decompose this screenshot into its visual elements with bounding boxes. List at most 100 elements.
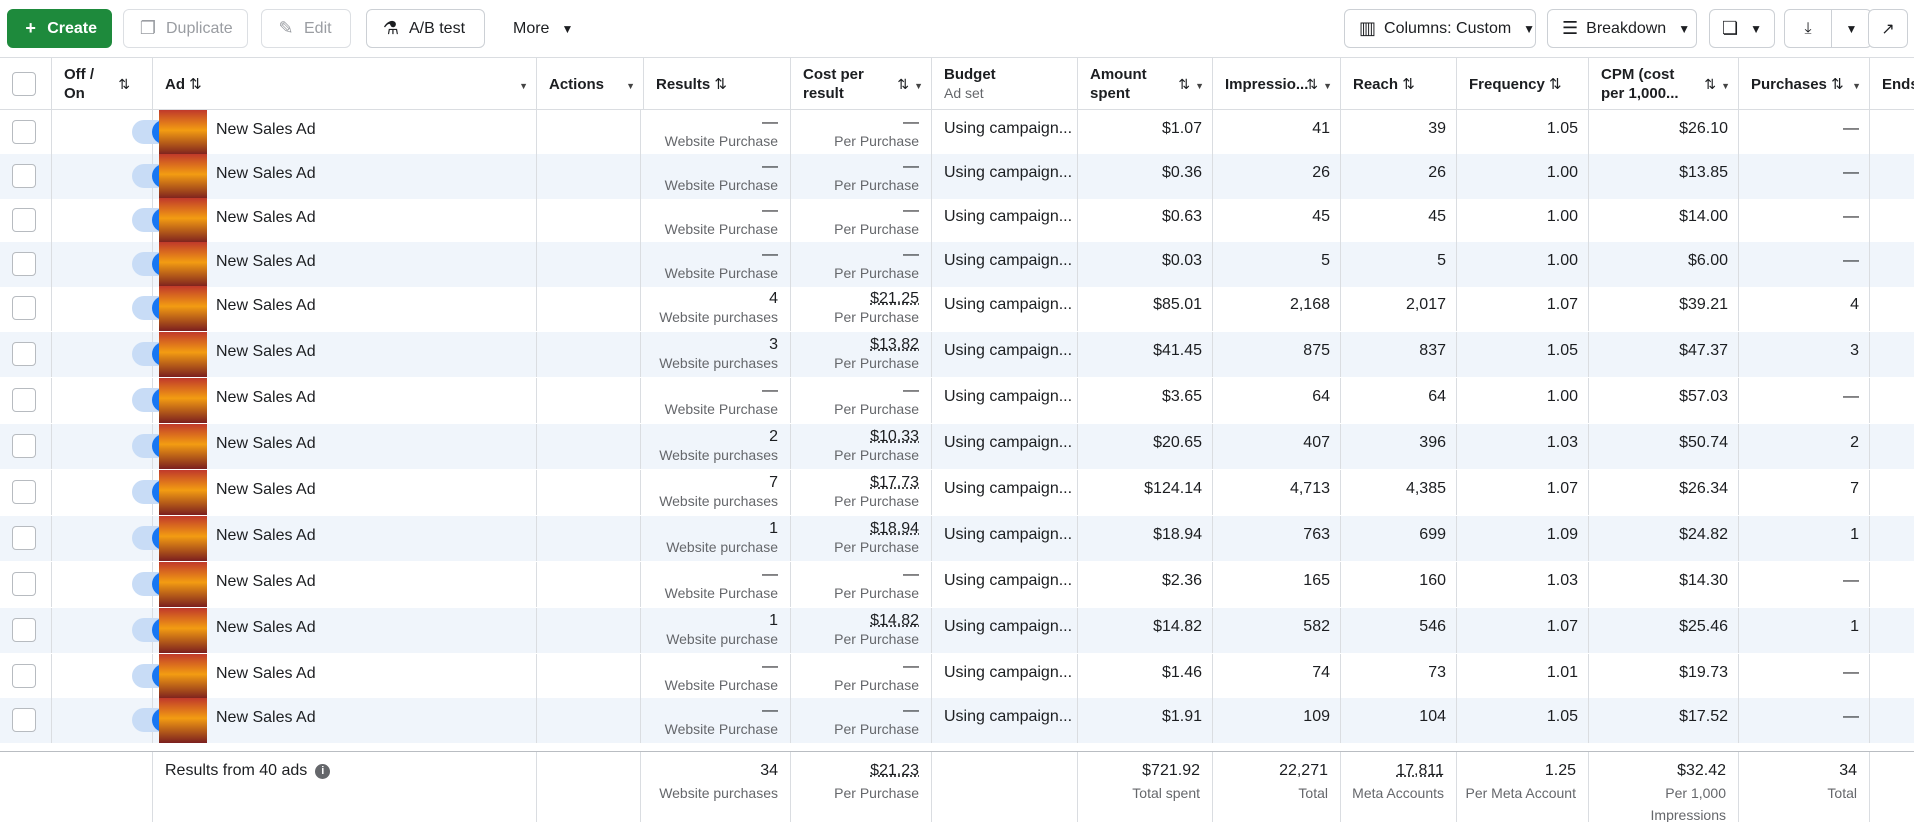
col-cpm[interactable]: CPM (cost per 1,000... ⇅ ▼ xyxy=(1589,58,1739,110)
sort-icon[interactable]: ⇅ xyxy=(1402,76,1415,93)
ad-cell[interactable]: New Sales Ad xyxy=(153,110,537,155)
table-row[interactable]: New Sales Ad 7 Website purchases $17.73 Per … xyxy=(0,470,1914,515)
row-checkbox[interactable] xyxy=(12,526,36,550)
caret-down-icon[interactable]: ▼ xyxy=(1721,81,1730,91)
sort-icon[interactable]: ⇅ xyxy=(1704,76,1716,92)
row-checkbox[interactable] xyxy=(12,120,36,144)
row-checkbox[interactable] xyxy=(12,480,36,504)
ad-thumbnail[interactable] xyxy=(159,110,207,155)
ad-thumbnail[interactable] xyxy=(159,154,207,199)
table-row[interactable]: New Sales Ad 1 Website purchase $18.94 Per P… xyxy=(0,516,1914,561)
share-button[interactable]: ↗ xyxy=(1868,9,1908,48)
sort-icon[interactable]: ⇅ xyxy=(189,76,202,93)
sort-icon[interactable]: ⇅ xyxy=(1831,76,1844,93)
ad-name[interactable]: New Sales Ad xyxy=(216,573,316,590)
col-ad[interactable]: Ad ⇅ ▼ xyxy=(153,58,537,110)
ad-name[interactable]: New Sales Ad xyxy=(216,297,316,314)
table-row[interactable]: New Sales Ad — Website Purchase — Per Purcha… xyxy=(0,562,1914,607)
more-button[interactable]: More ▼ xyxy=(498,9,592,48)
sort-icon[interactable]: ⇅ xyxy=(1549,76,1562,93)
budget-cell[interactable]: Using campaign... xyxy=(932,110,1078,155)
row-checkbox[interactable] xyxy=(12,708,36,732)
table-row[interactable]: New Sales Ad 1 Website purchase $14.82 Per P… xyxy=(0,608,1914,653)
col-actions[interactable]: Actions ▼ xyxy=(537,58,644,110)
budget-cell[interactable]: Using campaign... xyxy=(932,154,1078,199)
table-row[interactable]: New Sales Ad — Website Purchase — Per Purcha… xyxy=(0,154,1914,199)
budget-cell[interactable]: Using campaign... xyxy=(932,470,1078,515)
budget-cell[interactable]: Using campaign... xyxy=(932,654,1078,699)
row-checkbox[interactable] xyxy=(12,252,36,276)
table-row[interactable]: New Sales Ad 2 Website purchases $10.33 Per … xyxy=(0,424,1914,469)
budget-cell[interactable]: Using campaign... xyxy=(932,698,1078,743)
row-checkbox[interactable] xyxy=(12,388,36,412)
row-checkbox[interactable] xyxy=(12,664,36,688)
download-icon[interactable]: ⤓ xyxy=(1804,19,1812,37)
col-budget[interactable]: Budget Ad set xyxy=(932,58,1078,110)
ad-cell[interactable]: New Sales Ad xyxy=(153,470,537,515)
ad-name[interactable]: New Sales Ad xyxy=(216,435,316,452)
ad-thumbnail[interactable] xyxy=(159,198,207,243)
caret-down-icon[interactable]: ▼ xyxy=(519,81,528,91)
ad-cell[interactable]: New Sales Ad xyxy=(153,654,537,699)
ad-name[interactable]: New Sales Ad xyxy=(216,165,316,182)
ad-cell[interactable]: New Sales Ad xyxy=(153,562,537,607)
ad-thumbnail[interactable] xyxy=(159,562,207,607)
ad-thumbnail[interactable] xyxy=(159,608,207,653)
table-row[interactable]: New Sales Ad 4 Website purchases $21.25 Per … xyxy=(0,286,1914,331)
create-button[interactable]: + Create xyxy=(7,9,112,48)
ad-cell[interactable]: New Sales Ad xyxy=(153,608,537,653)
table-row[interactable]: New Sales Ad — Website Purchase — Per Purcha… xyxy=(0,698,1914,743)
col-purchases[interactable]: Purchases ⇅ ▼ xyxy=(1739,58,1870,110)
ad-cell[interactable]: New Sales Ad xyxy=(153,242,537,287)
caret-down-icon[interactable]: ▼ xyxy=(914,81,923,91)
ad-thumbnail[interactable] xyxy=(159,516,207,561)
col-ends[interactable]: Ends xyxy=(1882,76,1914,93)
table-row[interactable]: New Sales Ad — Website Purchase — Per Purcha… xyxy=(0,198,1914,243)
ad-cell[interactable]: New Sales Ad xyxy=(153,332,537,377)
table-row[interactable]: New Sales Ad — Website Purchase — Per Purcha… xyxy=(0,378,1914,423)
row-checkbox[interactable] xyxy=(12,164,36,188)
ad-cell[interactable]: New Sales Ad xyxy=(153,516,537,561)
ab-test-button[interactable]: ⚗ A/B test xyxy=(366,9,485,48)
ad-thumbnail[interactable] xyxy=(159,470,207,515)
ad-name[interactable]: New Sales Ad xyxy=(216,253,316,270)
table-row[interactable]: New Sales Ad 3 Website purchases $13.82 Per … xyxy=(0,332,1914,377)
ad-name[interactable]: New Sales Ad xyxy=(216,389,316,406)
sort-icon[interactable]: ⇅ xyxy=(714,76,727,93)
ad-name[interactable]: New Sales Ad xyxy=(216,343,316,360)
col-amount-spent[interactable]: Amount spent ⇅ ▼ xyxy=(1078,58,1213,110)
row-checkbox[interactable] xyxy=(12,572,36,596)
sort-icon[interactable]: ⇅ xyxy=(118,76,130,92)
caret-down-icon[interactable]: ▼ xyxy=(1831,10,1871,47)
row-checkbox[interactable] xyxy=(12,208,36,232)
table-row[interactable]: New Sales Ad — Website Purchase — Per Purcha… xyxy=(0,110,1914,155)
budget-cell[interactable]: Using campaign... xyxy=(932,286,1078,331)
row-checkbox[interactable] xyxy=(12,434,36,458)
sort-icon[interactable]: ⇅ xyxy=(1306,76,1318,92)
ad-thumbnail[interactable] xyxy=(159,424,207,469)
caret-down-icon[interactable]: ▼ xyxy=(1195,81,1204,91)
ad-cell[interactable]: New Sales Ad xyxy=(153,154,537,199)
caret-down-icon[interactable]: ▼ xyxy=(626,81,635,91)
table-row[interactable]: New Sales Ad — Website Purchase — Per Purcha… xyxy=(0,242,1914,287)
budget-cell[interactable]: Using campaign... xyxy=(932,562,1078,607)
col-results[interactable]: Results ⇅ xyxy=(644,58,791,110)
budget-cell[interactable]: Using campaign... xyxy=(932,332,1078,377)
ad-thumbnail[interactable] xyxy=(159,332,207,377)
duplicate-button[interactable]: ❐ Duplicate xyxy=(123,9,248,48)
select-all-checkbox[interactable] xyxy=(12,72,36,96)
breakdown-button[interactable]: ☰ Breakdown ▼ xyxy=(1547,9,1697,48)
col-off-on[interactable]: Off / On ⇅ xyxy=(52,58,153,110)
ad-name[interactable]: New Sales Ad xyxy=(216,709,316,726)
budget-cell[interactable]: Using campaign... xyxy=(932,608,1078,653)
ad-thumbnail[interactable] xyxy=(159,698,207,743)
ad-name[interactable]: New Sales Ad xyxy=(216,121,316,138)
info-icon[interactable]: i xyxy=(315,764,331,779)
ad-thumbnail[interactable] xyxy=(159,378,207,423)
reports-button[interactable]: ❏ ▼ xyxy=(1709,9,1775,48)
col-impressions[interactable]: Impressio... ⇅ ▼ xyxy=(1213,58,1341,110)
ad-name[interactable]: New Sales Ad xyxy=(216,209,316,226)
ad-thumbnail[interactable] xyxy=(159,242,207,287)
ad-cell[interactable]: New Sales Ad xyxy=(153,286,537,331)
ad-cell[interactable]: New Sales Ad xyxy=(153,424,537,469)
